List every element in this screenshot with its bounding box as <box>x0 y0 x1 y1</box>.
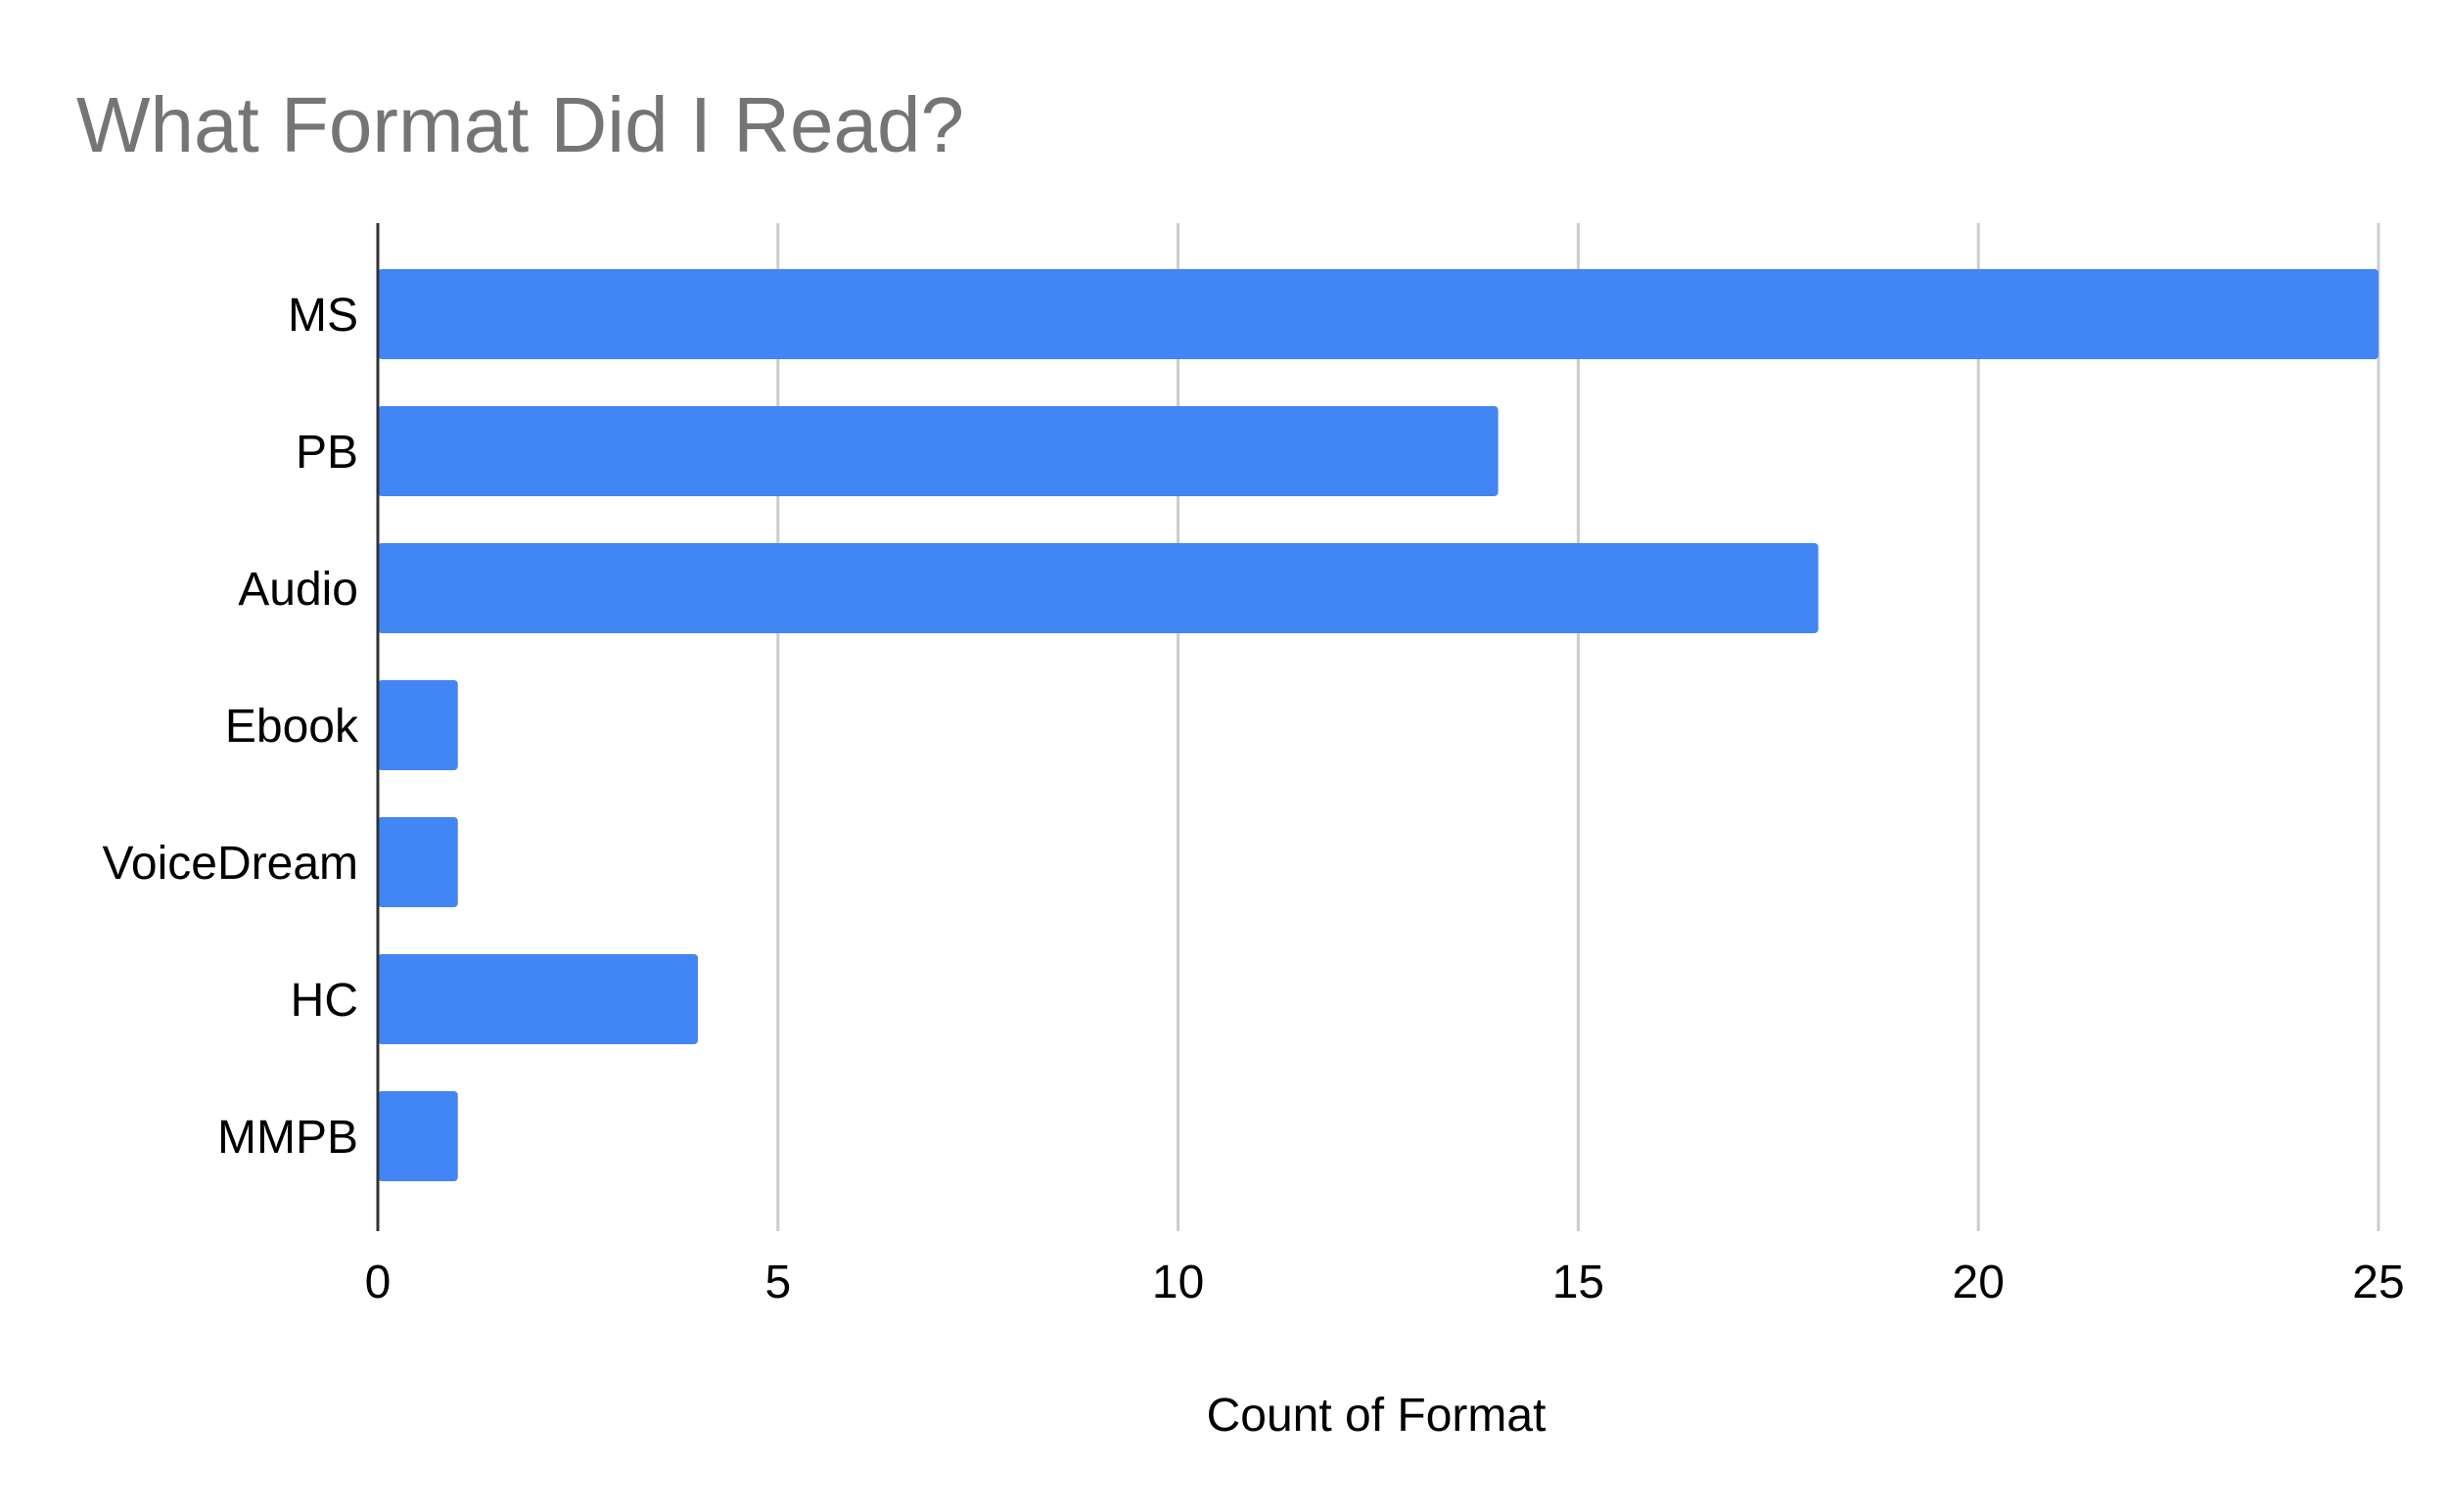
bar-voicedream <box>378 817 458 907</box>
category-label-audio: Audio <box>238 564 358 616</box>
gridlines <box>776 223 2380 1231</box>
bar-pb <box>378 406 1499 496</box>
chart-title: What Format Did I Read? <box>76 81 964 168</box>
category-label-mmpb: MMPB <box>217 1112 358 1164</box>
category-label-pb: PB <box>296 427 358 479</box>
bar-hc <box>378 954 699 1044</box>
category-label-ms: MS <box>288 290 358 342</box>
x-tick-label-15: 15 <box>1552 1257 1604 1308</box>
bar-audio <box>378 543 1819 633</box>
category-label-voicedream: VoiceDream <box>103 838 358 890</box>
x-tick-label-20: 20 <box>1953 1257 2005 1308</box>
x-tick-label-10: 10 <box>1152 1257 1204 1308</box>
bars <box>378 269 2378 1181</box>
bar-ebook <box>378 680 458 770</box>
x-axis-label: Count of Format <box>1207 1390 1547 1442</box>
x-tick-labels: 0 5 10 15 20 25 <box>365 1257 2405 1308</box>
category-labels: MS PB Audio Ebook VoiceDream HC MMPB <box>103 290 359 1164</box>
category-label-ebook: Ebook <box>225 701 359 753</box>
bar-mmpb <box>378 1091 458 1181</box>
x-tick-label-5: 5 <box>764 1257 791 1308</box>
x-tick-label-25: 25 <box>2352 1257 2404 1308</box>
bar-ms <box>378 269 2378 359</box>
x-tick-label-0: 0 <box>365 1257 392 1308</box>
category-label-hc: HC <box>291 975 358 1027</box>
